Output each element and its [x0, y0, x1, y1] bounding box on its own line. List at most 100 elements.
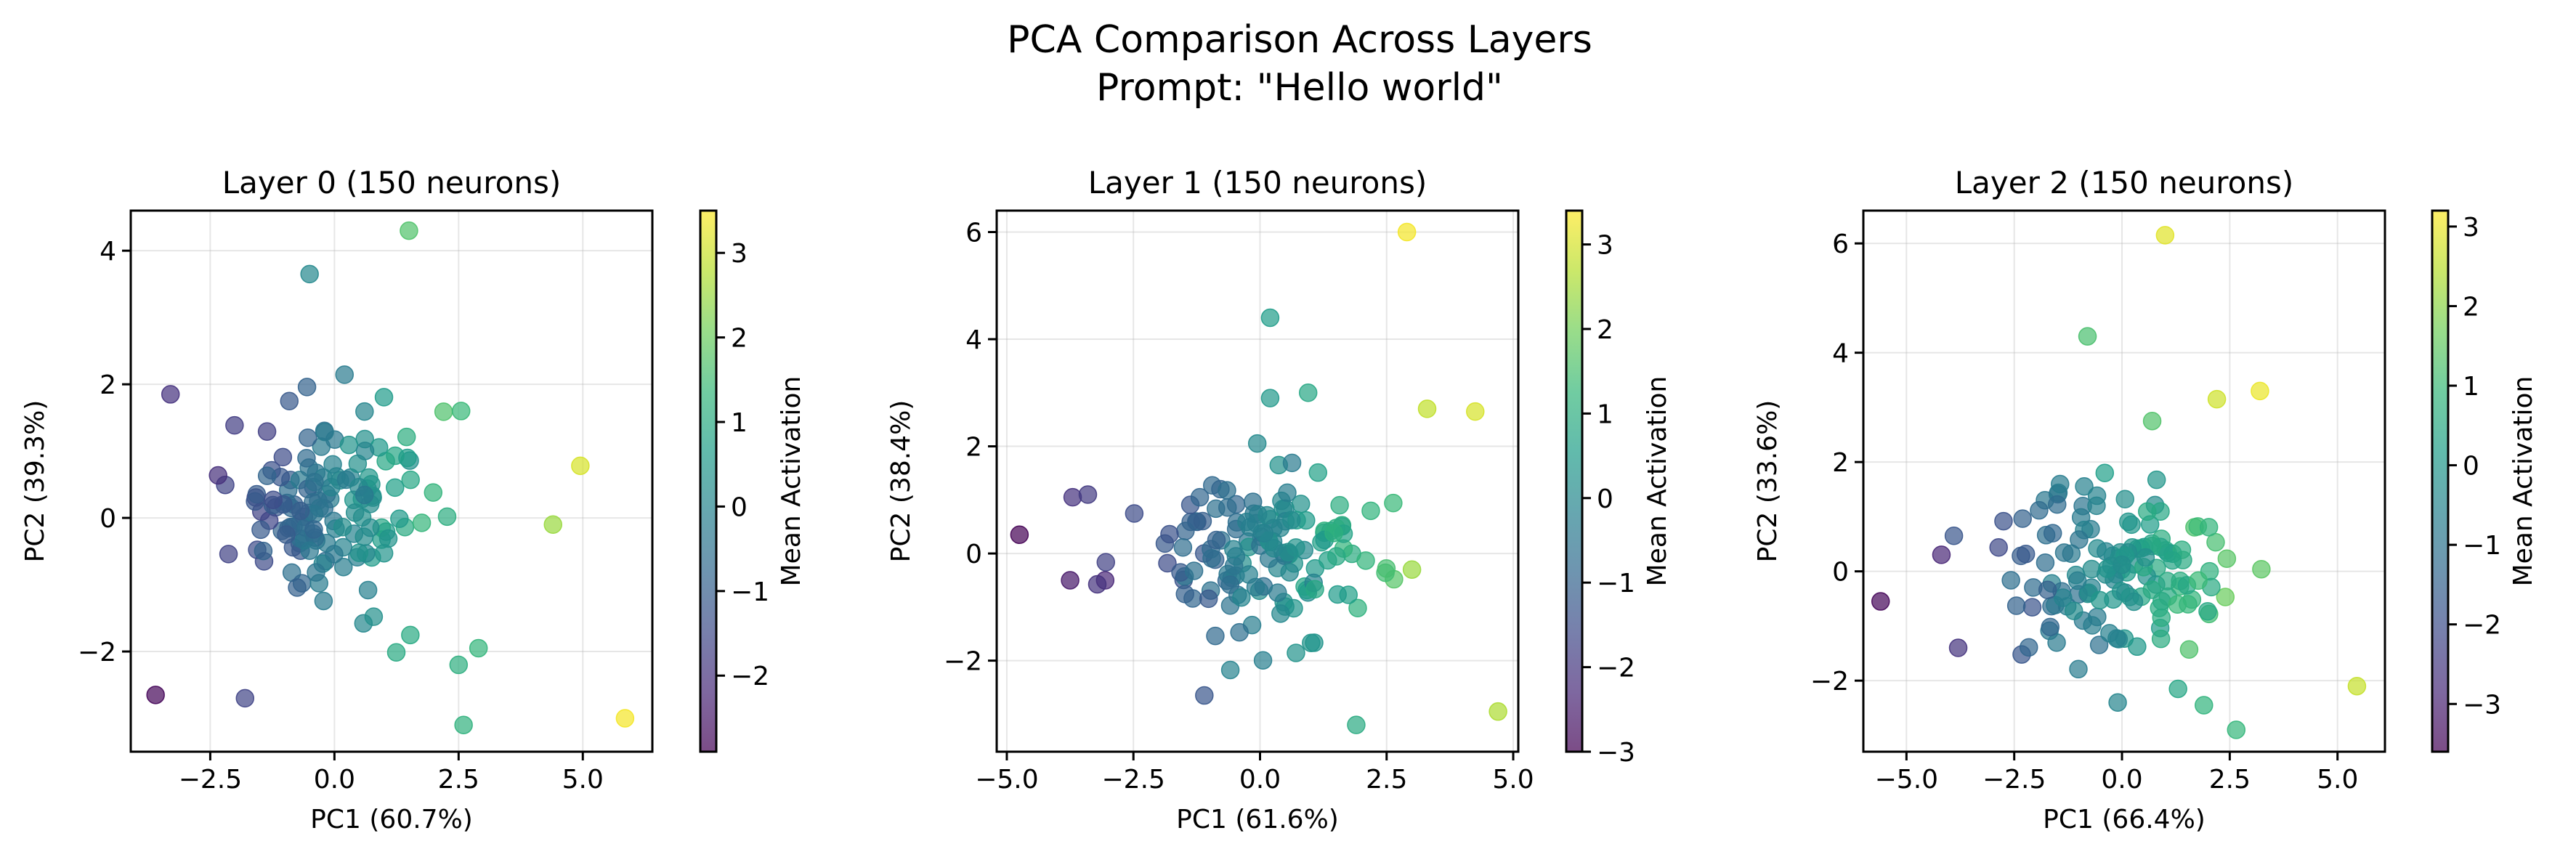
- scatter-point: [2151, 629, 2171, 649]
- scatter-point: [1195, 686, 1214, 705]
- scatter-point: [315, 423, 334, 442]
- x-axis-label: PC1 (61.6%): [1176, 805, 1339, 834]
- scatter-point: [1328, 585, 1347, 604]
- scatter-point: [323, 455, 342, 474]
- y-tick-label: −2: [944, 647, 982, 677]
- scatter-point: [2179, 640, 2199, 659]
- scatter-point: [2041, 617, 2060, 637]
- x-tick-label: 2.5: [2209, 765, 2251, 795]
- scatter-point: [2155, 226, 2175, 245]
- scatter-point: [2206, 532, 2225, 552]
- colorbar-tick-label: 1: [731, 408, 748, 438]
- y-tick-label: 4: [100, 237, 116, 267]
- scatter-point: [225, 415, 244, 435]
- scatter-point: [1125, 504, 1144, 523]
- scatter-point: [2195, 696, 2214, 715]
- scatter-point: [1260, 389, 1280, 407]
- colorbar-label: Mean Activation: [777, 376, 806, 587]
- colorbar-tick-label: −3: [2463, 690, 2501, 720]
- scatter-point: [264, 490, 283, 509]
- scatter-point: [1330, 495, 1349, 515]
- x-tick-label: −2.5: [1982, 765, 2046, 795]
- scatter-point: [1206, 626, 1225, 646]
- scatter-point: [2078, 327, 2097, 346]
- scatter-point: [1347, 715, 1366, 734]
- axes-frame: [1862, 209, 2386, 753]
- scatter-point: [300, 541, 320, 560]
- axes-frame: [129, 209, 654, 753]
- scatter-point: [390, 509, 409, 529]
- scatter-point: [2142, 580, 2162, 599]
- scatter-point: [1948, 638, 1968, 657]
- scatter-point: [2217, 549, 2237, 568]
- panel-layer-1: −5.0 −2.5 0.0 2.5 5.0 −2 0 2 4 6 Layer 1 (150 neur…: [886, 165, 1672, 834]
- x-tick-label: −2.5: [1102, 765, 1165, 795]
- scatter-point: [2070, 530, 2089, 549]
- scatter-point: [1989, 538, 2008, 557]
- scatter-point: [1268, 583, 1287, 602]
- scatter-point: [2251, 381, 2269, 401]
- scatter-point: [2147, 470, 2166, 490]
- colorbar-tick-label: 2: [1597, 315, 1613, 345]
- scatter-point: [314, 591, 333, 611]
- scatter-point: [2124, 592, 2144, 612]
- scatter-point: [386, 643, 406, 662]
- scatter-point: [1061, 571, 1080, 590]
- x-tick-label: 2.5: [1366, 765, 1407, 795]
- colorbar-tick-label: −1: [2463, 531, 2501, 561]
- scatter-point: [2227, 720, 2246, 739]
- scatter-point: [2001, 571, 2020, 590]
- scatter-point: [2142, 411, 2162, 431]
- scatter-point: [1278, 483, 1297, 503]
- scatter-point: [349, 543, 369, 562]
- colorbar-label: Mean Activation: [1643, 376, 1672, 587]
- axes-frame: [995, 209, 1520, 753]
- scatter-point: [2054, 588, 2073, 607]
- scatter-point: [2051, 474, 2070, 494]
- scatter-point: [424, 483, 443, 502]
- y-axis-label: PC2 (33.6%): [1753, 400, 1783, 563]
- scatter-point: [1246, 577, 1265, 597]
- scatter-point: [374, 388, 394, 407]
- colorbar-label: Mean Activation: [2508, 376, 2538, 587]
- x-tick-label: 5.0: [2317, 765, 2358, 795]
- scatter-point: [360, 518, 380, 537]
- scatter-point: [2030, 500, 2049, 520]
- scatter-point: [412, 513, 432, 532]
- scatter-point: [146, 686, 165, 704]
- scatter-point: [1282, 453, 1302, 473]
- scatter-point: [1384, 493, 1403, 513]
- scatter-point: [247, 484, 267, 504]
- colorbar-tick-label: −2: [1597, 654, 1635, 683]
- y-tick-label: 4: [965, 325, 982, 355]
- scatter-point: [2083, 616, 2102, 635]
- scatter-point: [2216, 588, 2235, 606]
- colorbar-tick-label: 3: [2463, 213, 2479, 243]
- scatter-point: [254, 541, 273, 561]
- y-tick-label: −2: [1810, 667, 1849, 697]
- y-tick-label: −2: [78, 638, 116, 667]
- scatter-point: [1253, 651, 1273, 670]
- scatter-point: [1096, 553, 1115, 572]
- scatter-point: [2067, 571, 2087, 590]
- scatter-point: [257, 466, 277, 485]
- scatter-point: [543, 515, 562, 535]
- scatter-point: [364, 607, 384, 626]
- scatter-point: [1255, 524, 1274, 543]
- colorbar: [1566, 211, 1582, 752]
- scatter-point: [288, 578, 307, 597]
- scatter-point: [2065, 601, 2083, 620]
- y-axis-label: PC2 (39.3%): [20, 400, 50, 563]
- scatter-point: [1417, 399, 1437, 418]
- y-tick-label: 6: [1832, 230, 1849, 259]
- scatter-point: [2087, 496, 2106, 516]
- scatter-point: [2013, 509, 2032, 528]
- scatter-point: [1207, 530, 1226, 550]
- y-tick-label: 2: [1832, 448, 1849, 478]
- scatter-point: [2136, 548, 2155, 567]
- scatter-point: [1247, 434, 1267, 453]
- y-tick-label: 0: [965, 540, 982, 569]
- scatter-point: [1489, 702, 1507, 721]
- colorbar-tick-label: 0: [2463, 452, 2479, 482]
- scatter-point: [1871, 592, 1890, 611]
